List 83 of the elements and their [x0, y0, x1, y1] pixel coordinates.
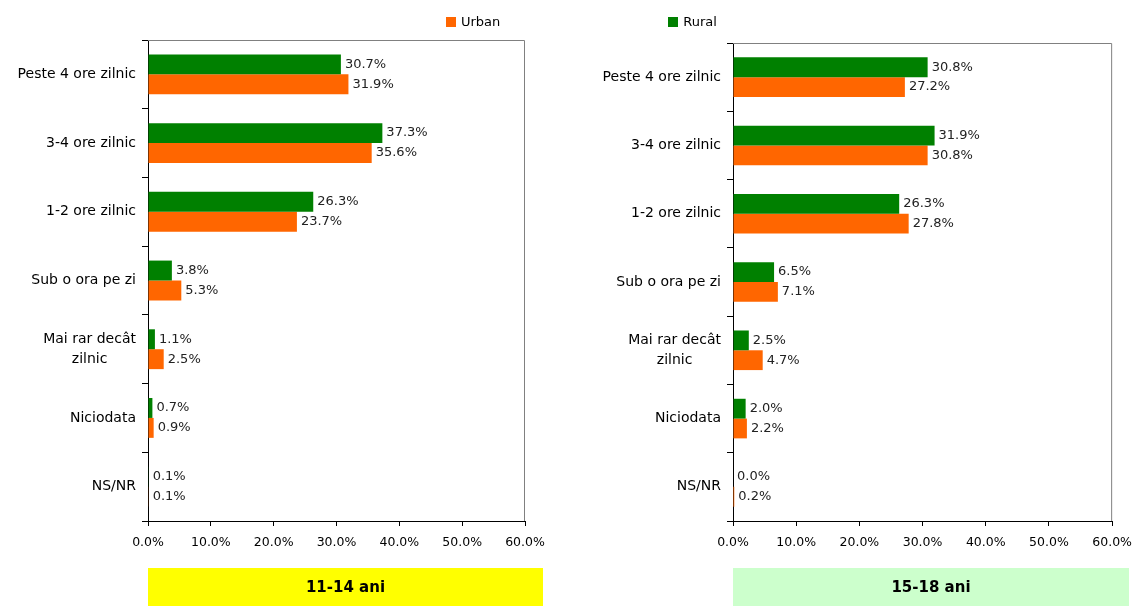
bar: [733, 350, 763, 371]
data-label: 6.5%: [778, 263, 812, 279]
bar: [148, 191, 314, 212]
data-label: 30.8%: [931, 58, 973, 74]
x-tick-label: 50.0%: [442, 533, 483, 549]
data-label: 0.2%: [738, 488, 772, 504]
text: 15-18 ani: [733, 568, 1129, 606]
x-tick-label: 40.0%: [379, 533, 420, 549]
data-label: 30.8%: [931, 146, 973, 162]
y-tick-label: Mai rar decât zilnic: [628, 330, 722, 368]
y-tick-label: Mai rar decât zilnic: [43, 329, 137, 367]
bar: [733, 57, 928, 78]
data-label: 27.2%: [908, 78, 951, 94]
y-tick-label: Peste 4 ore zilnic: [17, 65, 137, 81]
data-label: 5.3%: [185, 281, 219, 297]
data-label: 26.3%: [903, 195, 945, 211]
x-tick-label: 10.0%: [190, 533, 231, 549]
data-label: 31.9%: [352, 75, 394, 91]
data-label: 0.1%: [152, 468, 186, 484]
x-tick-label: 60.0%: [505, 533, 545, 549]
bar: [733, 418, 747, 439]
bar: [733, 262, 775, 282]
y-tick-label: 1-2 ore zilnic: [631, 204, 721, 221]
bar: [148, 417, 154, 438]
x-tick-label: 0.0%: [132, 533, 164, 549]
y-tick-label: Niciodata: [654, 409, 722, 426]
data-label: 0.9%: [157, 419, 191, 435]
data-label: 0.1%: [152, 487, 186, 503]
bar: [733, 213, 909, 234]
bar: [148, 349, 164, 370]
data-label: 0.7%: [156, 399, 190, 415]
x-tick-label: 10.0%: [776, 533, 817, 549]
data-label: 4.7%: [766, 351, 800, 367]
bar: [148, 260, 172, 281]
legend-label: Rural: [683, 14, 717, 29]
y-tick-label: Niciodata: [69, 408, 137, 425]
y-tick-label: 1-2 ore zilnic: [46, 202, 136, 219]
bar: [733, 125, 935, 146]
bar: [148, 329, 155, 350]
data-label: 3.8%: [175, 261, 209, 277]
data-label: 37.3%: [386, 124, 428, 140]
bar: [148, 280, 182, 301]
y-tick-label: 3-4 ore zilnic: [46, 133, 136, 150]
bar: [148, 54, 341, 75]
bar: [733, 145, 928, 166]
x-tick-label: 40.0%: [965, 533, 1006, 549]
bar: [733, 330, 749, 351]
bar: [733, 193, 900, 214]
bar: [148, 143, 372, 163]
y-tick-label: NS/NR: [91, 477, 137, 494]
bar: [148, 211, 297, 232]
data-label: 2.5%: [167, 350, 201, 366]
x-tick-label: 20.0%: [839, 533, 880, 549]
bar: [733, 77, 905, 97]
bar: [733, 398, 746, 419]
data-label: 7.1%: [781, 283, 815, 299]
y-tick-label: NS/NR: [676, 477, 722, 494]
bar: [733, 282, 778, 302]
y-tick-label: Sub o ora pe zi: [616, 272, 721, 289]
data-label: 30.7%: [344, 55, 387, 71]
x-tick-label: 0.0%: [717, 533, 749, 549]
data-label: 31.9%: [938, 126, 980, 142]
data-label: 23.7%: [300, 213, 343, 229]
data-label: 2.0%: [749, 400, 783, 416]
text: 11-14 ani: [148, 568, 543, 606]
y-tick-label: Sub o ora pe zi: [31, 271, 136, 288]
data-label: 35.6%: [375, 144, 417, 160]
y-tick-label: Peste 4 ore zilnic: [602, 67, 722, 84]
bar: [148, 123, 383, 144]
x-tick-label: 30.0%: [316, 533, 357, 549]
data-label: 1.1%: [158, 330, 192, 346]
data-label: 0.0%: [737, 468, 771, 484]
legend-label: Urban: [461, 14, 501, 29]
data-label: 2.2%: [750, 419, 784, 435]
data-label: 27.8%: [912, 214, 954, 230]
data-label: 26.3%: [317, 193, 359, 209]
data-label: 2.5%: [752, 331, 786, 347]
y-tick-label: 3-4 ore zilnic: [631, 136, 721, 153]
x-tick-label: 50.0%: [1029, 533, 1069, 549]
x-tick-label: 60.0%: [1092, 533, 1133, 549]
x-tick-label: 20.0%: [253, 533, 294, 549]
x-tick-label: 30.0%: [902, 533, 943, 549]
bar: [148, 74, 349, 95]
